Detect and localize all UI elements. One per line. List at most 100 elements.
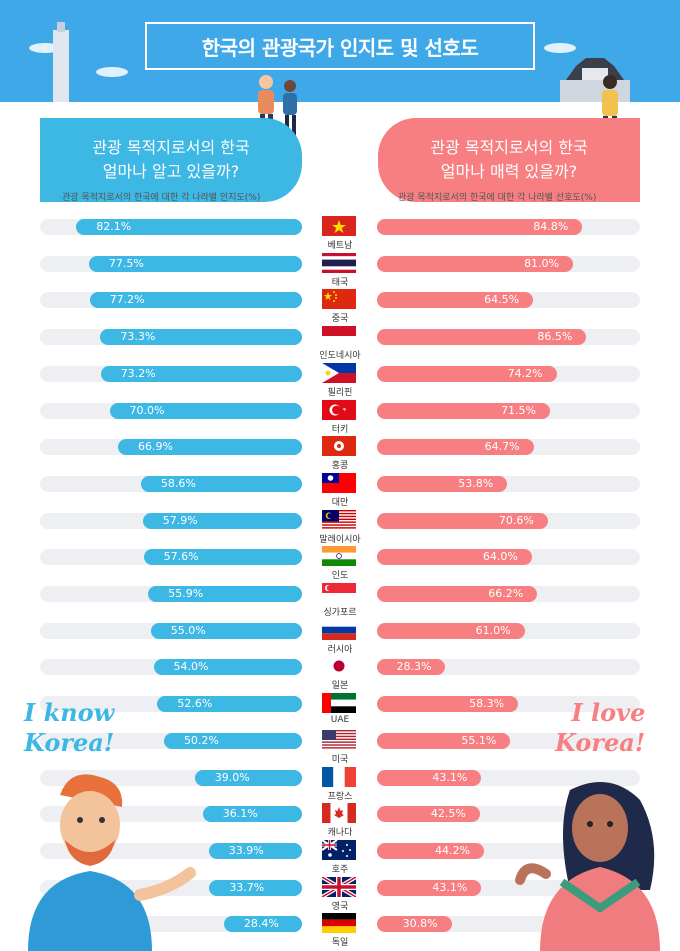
awareness-value-label: 66.9% bbox=[138, 440, 173, 454]
preference-bar bbox=[377, 879, 482, 896]
awareness-bar bbox=[100, 365, 302, 382]
preference-heading: 관광 목적지로서의 한국 얼마나 매력 있을까? bbox=[378, 118, 640, 202]
slogan-left-line2: Korea! bbox=[24, 728, 115, 757]
preference-bar bbox=[377, 806, 480, 823]
awareness-bar bbox=[163, 732, 302, 749]
turkey-flag-icon bbox=[322, 399, 356, 420]
preference-bar bbox=[377, 696, 519, 713]
awareness-value-label: 77.5% bbox=[108, 256, 144, 270]
awareness-value-label: 73.3% bbox=[120, 330, 156, 344]
i-know-korea-slogan: I know Korea! bbox=[24, 698, 114, 758]
preference-value-label: 42.5% bbox=[430, 807, 466, 821]
awareness-value-label: 50.2% bbox=[183, 733, 219, 747]
awareness-heading: 관광 목적지로서의 한국 얼마나 알고 있을까? bbox=[40, 118, 302, 202]
preference-value-label: 64.5% bbox=[484, 293, 520, 307]
preference-bar bbox=[377, 549, 532, 566]
awareness-value-label: 28.4% bbox=[243, 917, 279, 931]
awareness-value-label: 54.0% bbox=[173, 660, 209, 674]
preference-value-label: 64.0% bbox=[482, 550, 518, 564]
awareness-bar bbox=[140, 475, 302, 492]
awareness-value-label: 57.6% bbox=[163, 550, 199, 564]
chart-row: 55.9% 66.2% 싱가포르 bbox=[0, 580, 680, 618]
thailand-flag-icon bbox=[322, 252, 356, 273]
preference-bar bbox=[377, 512, 548, 529]
preference-bar bbox=[377, 329, 587, 346]
awareness-value-label: 57.9% bbox=[162, 513, 198, 527]
germany-flag-icon bbox=[322, 913, 356, 934]
awareness-value-label: 33.9% bbox=[228, 843, 264, 857]
awareness-value-label: 55.0% bbox=[170, 623, 206, 637]
awareness-caption: 관광 목적지로서의 한국에 대한 각 나라별 인지도(%) bbox=[62, 193, 261, 203]
hongkong-flag-icon bbox=[322, 436, 356, 457]
country-label: 일본 bbox=[331, 681, 349, 692]
uk-flag-icon bbox=[322, 876, 356, 897]
australia-flag-icon bbox=[322, 839, 356, 860]
woman-character-illustration bbox=[515, 782, 660, 951]
country-label: 필리핀 bbox=[327, 387, 353, 398]
preference-bar bbox=[377, 842, 484, 859]
preference-bar bbox=[377, 586, 538, 602]
country-label: UAE bbox=[330, 715, 350, 726]
awareness-value-label: 73.2% bbox=[120, 366, 156, 380]
preference-caption: 관광 목적지로서의 한국에 대한 각 나라별 선호도(%) bbox=[398, 193, 597, 203]
chart-row: 55.0% 61.0% 러시아 bbox=[0, 617, 680, 655]
chart-row: 52.6% 58.3% UAE bbox=[0, 690, 680, 727]
chart-row: 54.0% 28.3% 일본 bbox=[0, 653, 680, 692]
preference-bar bbox=[377, 402, 551, 419]
awareness-value-label: 33.7% bbox=[229, 880, 265, 894]
vietnam-flag-icon bbox=[322, 216, 356, 236]
awareness-bar bbox=[150, 622, 302, 639]
country-label: 인도네시아 bbox=[319, 351, 361, 362]
philippines-flag-icon bbox=[322, 362, 356, 383]
preference-value-label: 84.8% bbox=[533, 220, 569, 233]
awareness-bar bbox=[209, 879, 302, 896]
awareness-bar bbox=[118, 439, 302, 456]
country-label: 홍콩 bbox=[331, 461, 349, 472]
country-label: 대만 bbox=[331, 497, 349, 508]
preference-bar bbox=[377, 916, 452, 933]
chart-row: 57.6% 64.0% 인도 bbox=[0, 543, 680, 581]
awareness-value-label: 39.0% bbox=[214, 770, 250, 784]
preference-bar bbox=[377, 622, 525, 639]
awareness-bar bbox=[89, 292, 302, 309]
awareness-bar bbox=[223, 916, 302, 933]
country-label: 호주 bbox=[331, 864, 349, 875]
uae-flag-icon bbox=[322, 693, 356, 714]
preference-heading-line1: 관광 목적지로서의 한국 bbox=[430, 138, 588, 157]
chart-row: 70.0% 71.5% 터키 bbox=[0, 397, 680, 435]
preference-bar bbox=[377, 439, 534, 456]
preference-value-label: 43.1% bbox=[432, 770, 468, 784]
country-label: 미국 bbox=[331, 754, 349, 765]
awareness-value-label: 77.2% bbox=[109, 293, 145, 307]
preference-bar bbox=[377, 659, 446, 676]
chart-row: 73.3% 86.5% 인도네시아 bbox=[0, 323, 680, 362]
slogan-left-line1: I know bbox=[24, 698, 115, 727]
country-label: 영국 bbox=[331, 901, 349, 912]
chart-row: 66.9% 64.7% 홍콩 bbox=[0, 433, 680, 472]
awareness-heading-line2: 얼마나 알고 있을까? bbox=[102, 162, 240, 181]
country-label: 프랑스 bbox=[327, 791, 353, 802]
awareness-bar bbox=[76, 219, 302, 235]
preference-value-label: 55.1% bbox=[461, 733, 497, 747]
preference-bar bbox=[377, 365, 557, 382]
singapore-flag-icon bbox=[322, 583, 356, 603]
preference-value-label: 81.0% bbox=[524, 256, 560, 270]
slogan-right-line1: I love bbox=[571, 698, 646, 727]
awareness-bar bbox=[194, 769, 302, 786]
preference-value-label: 61.0% bbox=[475, 623, 511, 637]
country-label: 러시아 bbox=[327, 644, 353, 655]
preference-value-label: 64.7% bbox=[484, 440, 520, 454]
preference-value-label: 70.6% bbox=[498, 513, 534, 527]
slogan-right-line2: Korea! bbox=[555, 728, 646, 757]
preference-bar bbox=[377, 769, 482, 786]
country-label: 말레이시아 bbox=[319, 534, 361, 545]
russia-flag-icon bbox=[322, 619, 356, 640]
awareness-value-label: 36.1% bbox=[222, 807, 258, 821]
preference-bar bbox=[377, 255, 574, 272]
awareness-bar bbox=[100, 329, 302, 346]
awareness-value-label: 55.9% bbox=[168, 587, 204, 600]
preference-value-label: 53.8% bbox=[458, 476, 494, 490]
awareness-bar bbox=[88, 255, 302, 272]
country-label: 캐나다 bbox=[327, 828, 353, 839]
awareness-bar bbox=[202, 806, 302, 823]
